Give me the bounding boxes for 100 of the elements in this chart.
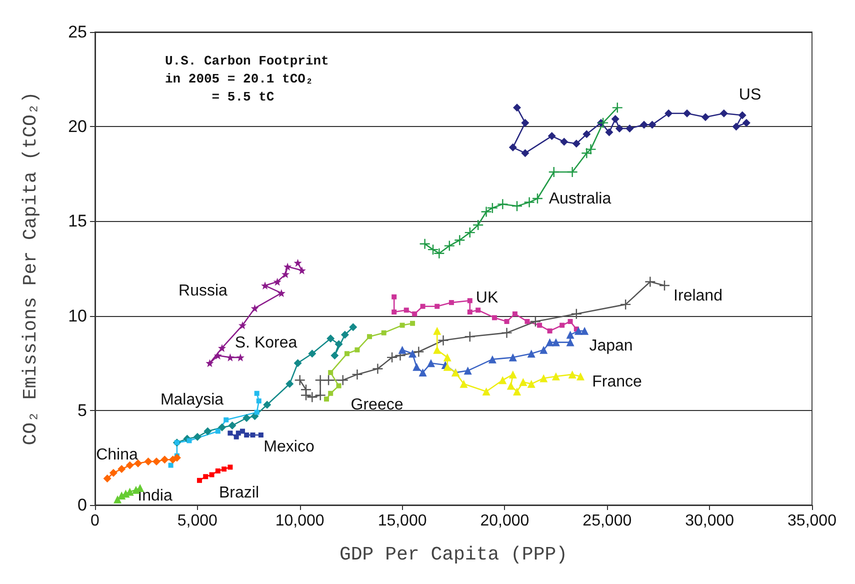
x-tick-label: 5,000 xyxy=(177,512,218,530)
point xyxy=(720,109,728,118)
annotation: Russia xyxy=(178,282,228,300)
point xyxy=(443,353,452,362)
x-tick-label: 10,000 xyxy=(275,512,324,530)
x-tick-label: 25,000 xyxy=(582,512,632,530)
point xyxy=(392,310,397,315)
annotation: Ireland xyxy=(674,288,722,304)
point xyxy=(314,374,326,386)
annotation: Japan xyxy=(589,338,633,354)
annotation: Brazil xyxy=(218,484,260,502)
point xyxy=(640,120,648,129)
point xyxy=(282,270,290,278)
y-tick-label: 15 xyxy=(68,212,87,231)
point xyxy=(597,117,609,128)
point xyxy=(444,240,456,252)
point xyxy=(644,276,656,288)
point xyxy=(566,330,574,339)
point xyxy=(226,353,234,362)
x-axis-title: GDP Per Capita (PPP) xyxy=(339,544,568,566)
point xyxy=(738,111,746,120)
point xyxy=(324,396,329,402)
annotation: Malaysia xyxy=(160,392,224,408)
point xyxy=(400,322,405,328)
y-tick-label: 10 xyxy=(68,306,87,326)
point xyxy=(548,166,560,178)
point xyxy=(410,320,416,326)
point xyxy=(552,372,560,380)
point xyxy=(386,352,398,364)
point xyxy=(521,149,530,158)
annotation: India xyxy=(138,488,172,504)
point xyxy=(566,166,578,178)
point xyxy=(337,374,348,386)
point xyxy=(508,353,517,362)
point xyxy=(511,200,523,212)
point xyxy=(497,198,508,210)
point xyxy=(294,374,306,386)
point xyxy=(314,390,326,401)
point xyxy=(204,427,212,436)
point xyxy=(576,372,585,380)
point xyxy=(419,238,430,250)
point xyxy=(492,315,497,320)
point xyxy=(308,350,316,358)
point xyxy=(464,366,472,375)
point xyxy=(448,300,454,306)
point xyxy=(521,118,530,127)
point xyxy=(340,330,349,339)
point xyxy=(664,109,673,118)
point xyxy=(328,390,334,396)
point xyxy=(404,308,409,313)
point xyxy=(224,417,229,422)
point xyxy=(193,432,202,441)
point xyxy=(286,380,294,388)
annotation: China xyxy=(96,446,138,464)
point xyxy=(196,478,202,483)
point xyxy=(512,311,518,316)
point xyxy=(537,322,542,328)
point xyxy=(615,124,624,132)
point xyxy=(501,327,512,338)
point xyxy=(228,422,236,430)
point xyxy=(103,474,112,483)
point xyxy=(294,258,302,267)
point xyxy=(322,374,334,386)
point xyxy=(372,363,384,374)
y-axis-title: CO₂ Emissions Per Capita (tCO₂) xyxy=(20,92,42,446)
y-tick-label: 20 xyxy=(68,117,87,136)
point xyxy=(354,347,360,352)
point xyxy=(144,457,152,466)
point xyxy=(242,414,251,422)
point xyxy=(683,109,692,118)
point xyxy=(109,468,118,477)
point xyxy=(284,262,292,271)
point xyxy=(222,466,227,472)
point xyxy=(732,122,740,131)
point xyxy=(186,438,192,444)
annotation: U.S. Carbon Footprint in 2005 = 20.1 tCO₂ = 5.5 tC xyxy=(165,54,329,104)
point xyxy=(582,130,591,138)
point xyxy=(215,468,220,474)
point xyxy=(513,104,522,112)
point xyxy=(398,346,406,354)
point xyxy=(570,308,582,320)
point xyxy=(294,359,302,368)
point xyxy=(498,376,507,384)
point xyxy=(438,334,449,346)
point xyxy=(394,350,406,362)
point xyxy=(392,294,397,300)
point xyxy=(464,331,476,342)
point xyxy=(240,428,245,434)
point xyxy=(540,346,548,354)
point xyxy=(134,459,142,468)
point xyxy=(215,428,220,434)
point xyxy=(218,423,226,432)
point xyxy=(263,400,272,409)
point xyxy=(568,318,573,324)
point xyxy=(701,113,710,122)
point xyxy=(460,380,468,388)
point xyxy=(566,338,574,346)
point xyxy=(612,102,623,114)
point xyxy=(344,351,350,356)
point xyxy=(218,344,226,352)
